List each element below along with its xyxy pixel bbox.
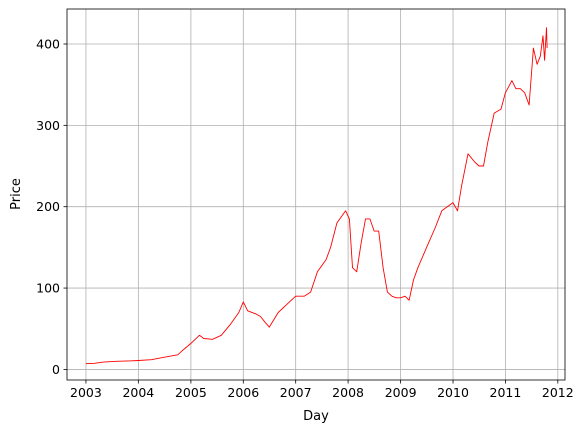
plot-lines xyxy=(85,27,548,365)
x-tick-label: 2011 xyxy=(490,385,522,400)
x-axis-ticks: 2003 2004 2005 2006 2007 2008 2009 2010 2011 2012 xyxy=(70,380,574,400)
x-tick-label: 2012 xyxy=(542,385,574,400)
x-tick-label: 2009 xyxy=(385,385,417,400)
x-tick-label: 2004 xyxy=(122,385,154,400)
y-axis-label: Price xyxy=(9,178,24,210)
price-series-line xyxy=(85,27,548,365)
x-tick-label: 2003 xyxy=(70,385,102,400)
x-tick-label: 2005 xyxy=(175,385,207,400)
plot-frame xyxy=(66,8,566,381)
x-axis-label: Day xyxy=(303,409,329,424)
x-tick-label: 2007 xyxy=(280,385,312,400)
x-tick-label: 2006 xyxy=(227,385,259,400)
y-axis-ticks: 0 100 200 300 400 xyxy=(36,36,67,377)
y-tick-label: 300 xyxy=(36,118,60,133)
y-tick-label: 200 xyxy=(36,199,60,214)
y-tick-label: 100 xyxy=(36,281,60,296)
plot-area xyxy=(67,9,565,380)
y-tick-label: 0 xyxy=(52,362,60,377)
x-tick-label: 2008 xyxy=(332,385,364,400)
x-tick-label: 2010 xyxy=(437,385,469,400)
grid xyxy=(67,9,565,380)
y-tick-label: 400 xyxy=(36,36,60,51)
